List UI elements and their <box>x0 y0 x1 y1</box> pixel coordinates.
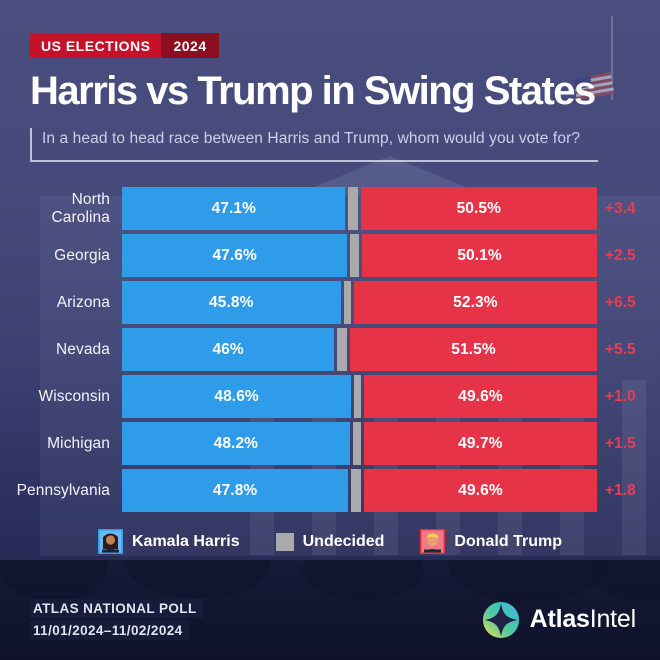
trump-value: 50.5% <box>456 199 502 217</box>
state-label: Georgia <box>54 246 110 264</box>
trump-margin-label: +6.5 <box>605 293 636 311</box>
state-label: Pennsylvania <box>16 481 110 499</box>
trump-bar-segment: 49.6% <box>364 469 597 512</box>
poll-info: ATLAS NATIONAL POLL 11/01/2024–11/02/202… <box>30 599 203 640</box>
harris-value: 48.2% <box>213 434 259 452</box>
trump-value: 49.7% <box>458 434 503 452</box>
chart-row: Pennsylvania 47.8% 49.6% +1.8 <box>16 469 648 512</box>
trump-bar-segment: 51.5% <box>350 328 597 371</box>
harris-bar-segment: 48.6% <box>122 375 352 418</box>
chart-row: Wisconsin 48.6% 49.6% +1.0 <box>22 375 648 418</box>
chart-row: Georgia 47.6% 50.1% +2.5 <box>22 234 648 277</box>
chart-row: Nevada 46% 51.5% +5.5 <box>22 328 648 371</box>
legend-item-harris: Kamala Harris <box>98 529 240 554</box>
atlasintel-logo-icon <box>482 601 519 638</box>
stacked-bar: 47.6% 50.1% <box>122 234 597 277</box>
chart-row: North Carolina 47.1% 50.5% +3.4 <box>22 187 648 230</box>
trump-bar-segment: 52.3% <box>353 281 597 324</box>
chart-row: Michigan 48.2% 49.7% +1.5 <box>22 422 648 465</box>
footer: ATLAS NATIONAL POLL 11/01/2024–11/02/202… <box>30 599 636 640</box>
trump-margin-label: +2.5 <box>605 246 636 264</box>
trump-margin-label: +3.4 <box>605 199 636 217</box>
harris-value: 45.8% <box>209 293 254 311</box>
kamala-harris-avatar-icon <box>98 529 123 554</box>
badge-label: US ELECTIONS <box>30 33 162 58</box>
trump-bar-segment: 50.1% <box>362 234 597 277</box>
undecided-bar-segment <box>337 328 348 371</box>
chart-legend: Kamala Harris Undecided Donald Trump <box>0 529 660 554</box>
poll-dates: 11/01/2024–11/02/2024 <box>30 621 189 640</box>
trump-bar-segment: 49.6% <box>364 375 597 418</box>
legend-label-undecided: Undecided <box>302 532 385 550</box>
brand-name-bold: Atlas <box>529 605 590 633</box>
harris-value: 46% <box>212 340 244 358</box>
undecided-bar-segment <box>354 375 362 418</box>
legend-label-trump: Donald Trump <box>454 532 562 550</box>
stacked-bar: 45.8% 52.3% <box>122 281 597 324</box>
harris-value: 48.6% <box>214 387 259 405</box>
subtitle: In a head to head race between Harris an… <box>42 129 581 147</box>
undecided-swatch-icon <box>275 532 294 551</box>
harris-bar-segment: 46% <box>122 328 335 371</box>
trump-bar-segment: 50.5% <box>360 187 598 230</box>
subtitle-box: In a head to head race between Harris an… <box>30 127 598 162</box>
undecided-bar-segment <box>343 281 351 324</box>
stacked-bar: 48.2% 49.7% <box>122 422 597 465</box>
trump-bar-segment: 49.7% <box>363 422 597 465</box>
state-label: Nevada <box>55 340 110 358</box>
atlasintel-brand: AtlasIntel <box>482 601 636 639</box>
state-label: Michigan <box>47 434 110 452</box>
harris-bar-segment: 47.8% <box>122 469 349 512</box>
harris-bar-segment: 47.1% <box>122 187 346 230</box>
header: US ELECTIONS 2024 Harris vs Trump in Swi… <box>30 33 630 162</box>
legend-label-harris: Kamala Harris <box>132 532 240 550</box>
stacked-bar: 48.6% 49.6% <box>122 375 597 418</box>
harris-value: 47.8% <box>212 481 258 499</box>
trump-margin-label: +1.5 <box>605 434 636 452</box>
state-label: Arizona <box>56 293 110 311</box>
trump-value: 49.6% <box>458 387 503 405</box>
brand-name-light: Intel <box>589 605 636 633</box>
trump-value: 52.3% <box>453 293 498 311</box>
harris-bar-segment: 48.2% <box>122 422 350 465</box>
harris-bar-segment: 45.8% <box>122 281 341 324</box>
harris-bar-segment: 47.6% <box>122 234 348 277</box>
badge: US ELECTIONS 2024 <box>30 33 219 58</box>
state-label: North Carolina <box>51 191 110 226</box>
harris-value: 47.1% <box>211 199 256 217</box>
legend-item-undecided: Undecided <box>275 532 385 551</box>
stacked-bar: 46% 51.5% <box>122 328 597 371</box>
trump-margin-label: +1.0 <box>605 387 636 405</box>
poll-name: ATLAS NATIONAL POLL <box>30 599 203 618</box>
trump-margin-label: +5.5 <box>605 340 636 358</box>
undecided-bar-segment <box>348 187 358 230</box>
page-title: Harris vs Trump in Swing States <box>30 69 596 113</box>
trump-value: 49.6% <box>458 481 503 499</box>
state-label: Wisconsin <box>38 387 110 405</box>
undecided-bar-segment <box>351 469 362 512</box>
brand-name: AtlasIntel <box>529 605 637 634</box>
trump-value: 51.5% <box>451 340 496 358</box>
trump-value: 50.1% <box>457 246 502 264</box>
swing-states-chart: North Carolina 47.1% 50.5% +3.4 Georgia … <box>16 187 648 512</box>
stacked-bar: 47.1% 50.5% <box>122 187 598 230</box>
trump-margin-label: +1.8 <box>605 481 636 499</box>
undecided-bar-segment <box>350 234 360 277</box>
legend-item-trump: Donald Trump <box>420 529 562 554</box>
harris-value: 47.6% <box>212 246 257 264</box>
chart-row: Arizona 45.8% 52.3% +6.5 <box>22 281 648 324</box>
badge-year: 2024 <box>161 33 219 58</box>
donald-trump-avatar-icon <box>420 529 446 554</box>
stacked-bar: 47.8% 49.6% <box>122 469 597 512</box>
undecided-bar-segment <box>352 422 361 465</box>
